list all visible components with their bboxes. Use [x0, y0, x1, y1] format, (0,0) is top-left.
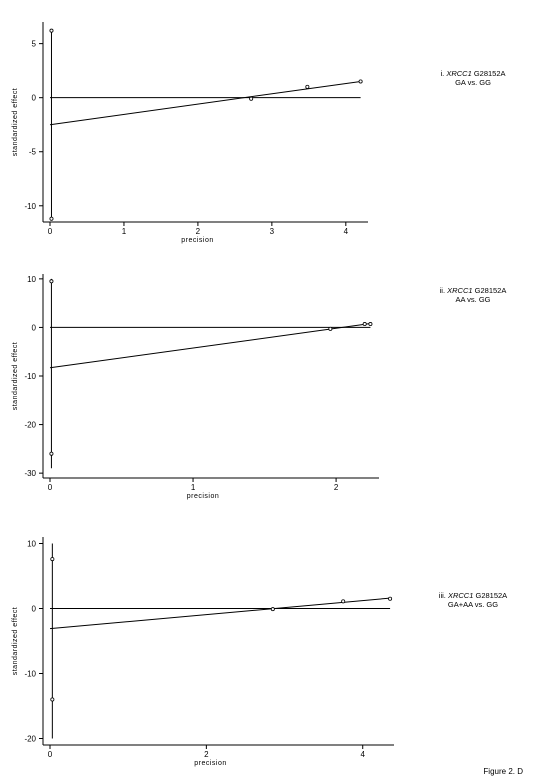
panel-annotation-line1: iii. XRCC1 G28152A	[439, 591, 507, 600]
annotation-prefix: i.	[440, 69, 446, 78]
panel-annotation-line1: ii. XRCC1 G28152A	[440, 286, 507, 295]
x-axis-label: precision	[194, 760, 227, 767]
panel-annotation-line1: i. XRCC1 G28152A	[440, 69, 505, 78]
x-tick-label: 0	[48, 483, 53, 492]
x-tick-label: 2	[334, 483, 339, 492]
data-point	[388, 596, 393, 601]
y-tick-label: -10	[24, 372, 36, 381]
y-tick-label: -20	[24, 735, 36, 744]
y-axis-label: standardized effect	[12, 342, 19, 411]
figure-label: Figure 2. D	[483, 767, 523, 776]
y-tick-label: 0	[32, 94, 37, 103]
data-point	[328, 326, 333, 331]
x-axis-label: precision	[187, 493, 220, 500]
y-tick-label: -30	[24, 469, 36, 478]
data-point	[49, 451, 54, 456]
regression-line	[49, 323, 371, 369]
data-point	[341, 599, 346, 604]
data-point	[49, 279, 54, 284]
chart-panel-2: -30 -20 -10 0 10 0 1 2 precision standardized eff…	[12, 274, 506, 500]
y-tick-label: 0	[32, 605, 37, 614]
annotation-gene: XRCC1	[445, 69, 471, 78]
data-point	[50, 697, 55, 702]
annotation-suffix: G28152A	[472, 69, 506, 78]
x-tick-label: 4	[361, 750, 366, 759]
y-tick-label: -5	[29, 148, 37, 157]
data-point	[49, 216, 54, 221]
regression-line	[49, 597, 391, 630]
x-tick-label: 2	[204, 750, 209, 759]
annotation-suffix: G28152A	[473, 286, 507, 295]
x-tick-label: 0	[48, 750, 53, 759]
y-tick-label: 0	[32, 323, 37, 332]
regression-line	[49, 80, 361, 126]
data-point	[358, 79, 363, 84]
data-point	[362, 322, 367, 327]
x-tick-label: 0	[48, 227, 53, 236]
data-point	[50, 557, 55, 562]
x-tick-label: 1	[191, 483, 196, 492]
data-point	[49, 28, 54, 33]
data-point	[305, 84, 310, 89]
x-tick-label: 4	[344, 227, 349, 236]
x-axis-label: precision	[181, 237, 214, 244]
annotation-gene: XRCC1	[447, 591, 473, 600]
data-point	[270, 607, 275, 612]
panel-annotation-line2: GA vs. GG	[455, 78, 491, 87]
annotation-suffix: G28152A	[473, 591, 507, 600]
y-tick-label: -10	[24, 202, 36, 211]
y-tick-label: -20	[24, 421, 36, 430]
data-point	[249, 96, 254, 101]
data-point	[368, 322, 373, 327]
x-tick-label: 1	[122, 227, 127, 236]
annotation-prefix: iii.	[439, 591, 448, 600]
y-axis-label: standardized effect	[12, 88, 19, 157]
y-tick-label: 10	[27, 540, 36, 549]
y-axis-label: standardized effect	[12, 607, 19, 676]
chart-panel-3: -20 -10 0 10 0 2 4 precision standardized effect…	[12, 537, 507, 767]
chart-panel-1: -10 -5 0 5 0 1 2 3 4 precision standardized effect…	[12, 22, 506, 244]
x-tick-label: 2	[196, 227, 201, 236]
x-tick-label: 3	[270, 227, 275, 236]
panel-annotation-line2: AA vs. GG	[455, 295, 490, 304]
panel-annotation-line2: GA+AA vs. GG	[448, 600, 498, 609]
y-tick-label: -10	[24, 670, 36, 679]
y-tick-label: 10	[27, 275, 36, 284]
annotation-gene: XRCC1	[446, 286, 472, 295]
annotation-prefix: ii.	[440, 286, 448, 295]
y-tick-label: 5	[32, 40, 37, 49]
